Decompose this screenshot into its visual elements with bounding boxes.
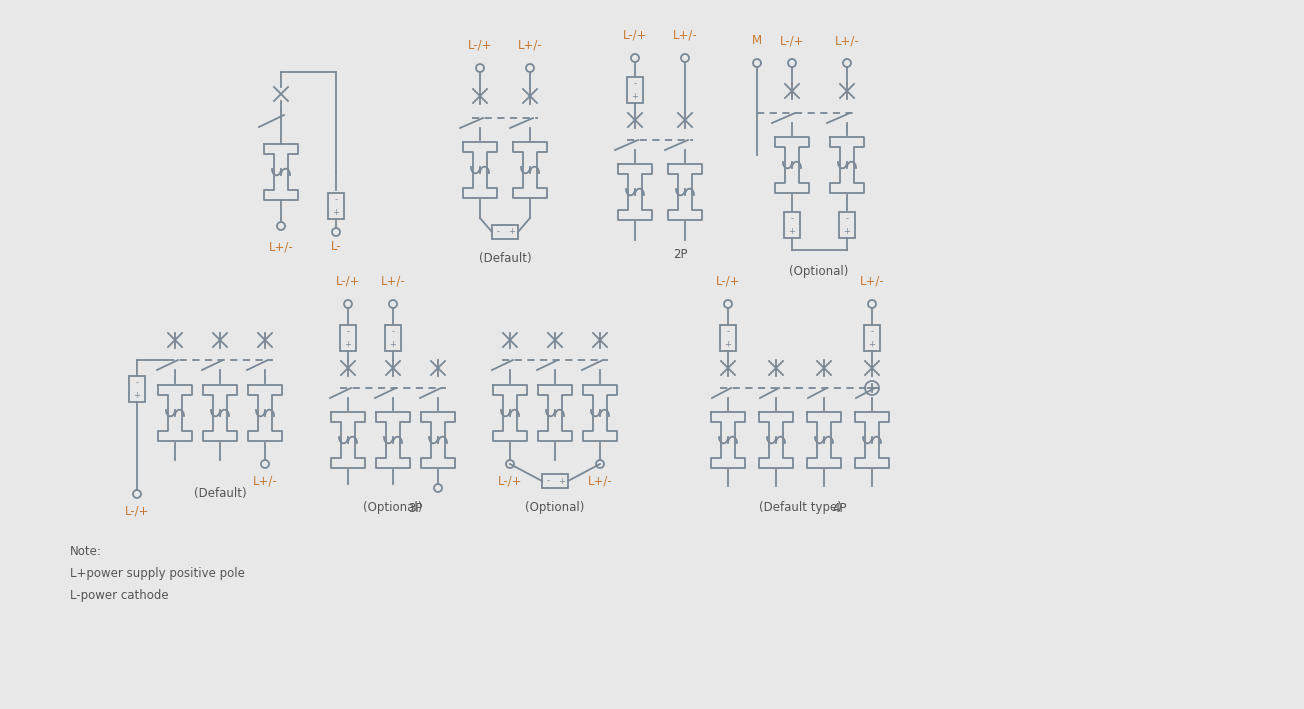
Text: (Optional): (Optional): [364, 501, 422, 514]
Text: L-/+: L-/+: [498, 475, 522, 488]
Bar: [784, 212, 799, 238]
Text: +: +: [725, 340, 732, 349]
Text: -: -: [634, 79, 636, 88]
Bar: [340, 325, 356, 351]
Bar: [838, 212, 855, 238]
Text: (Default): (Default): [479, 252, 531, 265]
Text: L+power supply positive pole: L+power supply positive pole: [70, 567, 245, 580]
Text: +: +: [133, 391, 141, 400]
Text: 2P: 2P: [673, 248, 687, 261]
Bar: [627, 77, 643, 103]
Text: L+/-: L+/-: [518, 39, 542, 52]
Text: +: +: [333, 208, 339, 217]
Bar: [720, 325, 735, 351]
Text: -: -: [726, 327, 729, 336]
Bar: [385, 325, 402, 351]
Text: +: +: [868, 340, 875, 349]
Text: +: +: [844, 227, 850, 236]
Bar: [492, 225, 518, 239]
Text: -: -: [546, 476, 550, 486]
Text: -: -: [347, 327, 349, 336]
Text: +: +: [558, 476, 565, 486]
Text: L-/+: L-/+: [716, 275, 741, 288]
Bar: [865, 325, 880, 351]
Text: -: -: [335, 195, 338, 204]
Text: -: -: [871, 327, 874, 336]
Text: L-/+: L-/+: [335, 275, 360, 288]
Text: (Default): (Default): [194, 487, 246, 500]
Text: Note:: Note:: [70, 545, 102, 558]
Text: (Optional): (Optional): [526, 501, 584, 514]
Text: -: -: [845, 214, 849, 223]
Text: (Optional): (Optional): [789, 265, 849, 278]
Text: L+/-: L+/-: [673, 29, 698, 42]
Text: L-/+: L-/+: [468, 39, 492, 52]
Text: L-power cathode: L-power cathode: [70, 589, 168, 602]
Text: L-/+: L-/+: [623, 29, 647, 42]
Text: -: -: [136, 378, 138, 387]
Text: L+/-: L+/-: [588, 475, 613, 488]
Text: L-: L-: [331, 240, 342, 253]
Text: L+/-: L+/-: [381, 275, 406, 288]
Text: L+/-: L+/-: [253, 475, 278, 488]
Text: -: -: [790, 214, 794, 223]
Text: M: M: [752, 34, 762, 47]
Text: 3P: 3P: [408, 502, 422, 515]
Text: +: +: [631, 92, 639, 101]
Text: L-/+: L-/+: [780, 34, 805, 47]
Text: L+/-: L+/-: [835, 34, 859, 47]
Text: L+/-: L+/-: [269, 240, 293, 253]
Text: L-/+: L-/+: [125, 505, 149, 518]
Text: L+/-: L+/-: [859, 275, 884, 288]
Text: -: -: [497, 228, 499, 237]
Text: (Default type): (Default type): [759, 501, 841, 514]
Text: 4P: 4P: [833, 502, 848, 515]
Text: +: +: [390, 340, 396, 349]
Bar: [542, 474, 569, 488]
Bar: [129, 376, 145, 402]
Bar: [329, 193, 344, 219]
Text: +: +: [509, 228, 515, 237]
Text: +: +: [789, 227, 795, 236]
Text: -: -: [391, 327, 395, 336]
Text: +: +: [344, 340, 352, 349]
